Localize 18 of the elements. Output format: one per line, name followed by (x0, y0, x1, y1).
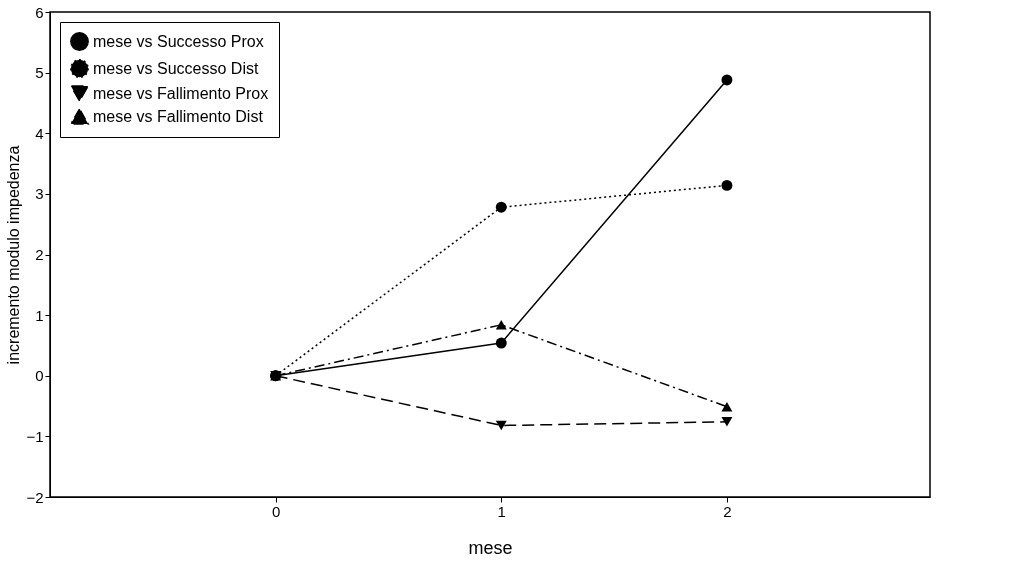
x-tick-label: 1 (497, 502, 506, 520)
legend-label: mese vs Successo Dist (93, 59, 259, 77)
y-tick-label: 3 (35, 185, 44, 203)
x-tick-label: 0 (271, 502, 281, 520)
y-tick-label: 1 (35, 306, 44, 324)
y-tick-label: 5 (35, 64, 44, 82)
y-axis-title: incremento modulo impedenza (5, 145, 23, 365)
legend-label: mese vs Successo Prox (93, 32, 264, 50)
y-tick-label: 0 (35, 367, 44, 385)
y-tick-label: 4 (35, 124, 44, 142)
y-tick-label: −2 (26, 488, 44, 506)
legend-label: mese vs Fallimento Prox (93, 84, 269, 102)
legend-label: mese vs Fallimento Dist (93, 107, 264, 125)
x-axis-title: mese (468, 537, 513, 558)
y-tick-label: −1 (26, 427, 44, 445)
x-tick-label: 2 (723, 502, 732, 520)
y-tick-label: 6 (35, 3, 44, 21)
y-tick-label: 2 (35, 246, 44, 263)
